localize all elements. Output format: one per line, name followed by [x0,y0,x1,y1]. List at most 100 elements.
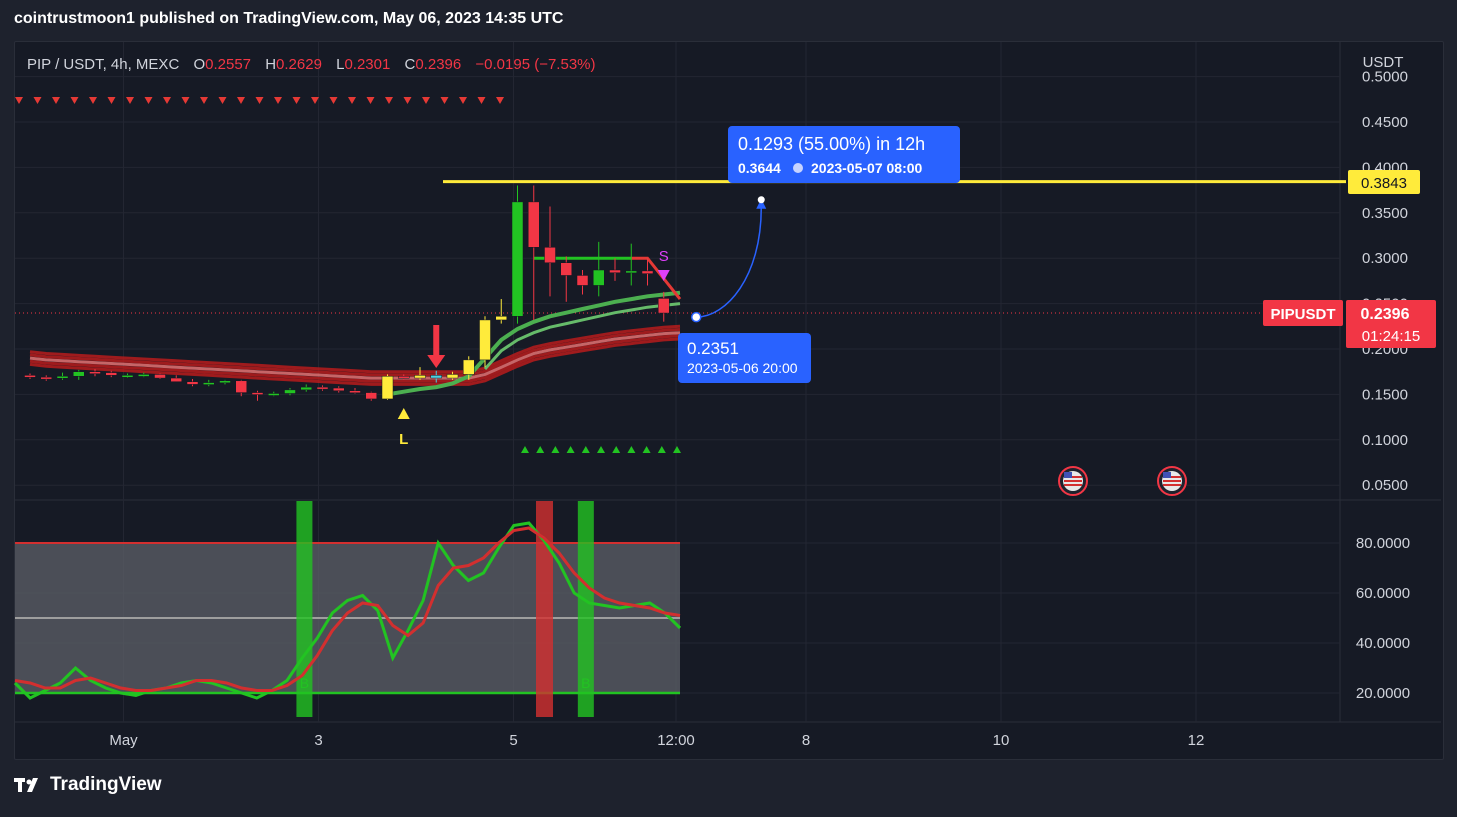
signal-markers: LS [15,97,681,453]
legend-line: PIP / USDT, 4h, MEXC O0.2557 H0.2629 L0.… [27,56,596,73]
down-arrow-head [427,355,446,368]
short-signal-arrow [459,97,467,104]
us-flag-icon[interactable] [1058,466,1088,496]
projection-target-box[interactable]: 0.1293 (55.00%) in 12h 0.3644 2023-05-07… [728,126,960,183]
ribbon-line-green [483,302,681,371]
projection-start-point [691,311,702,323]
candle-body [186,381,199,385]
down-arrow-shaft [433,325,440,357]
candle-body [268,393,280,396]
long-signal-arrow [627,446,636,453]
long-signal-arrow [657,446,666,453]
candle-body [446,374,459,379]
legend-close-value: 0.2396 [415,56,461,73]
short-signal-arrow [385,97,393,104]
time-tick-label: 8 [802,732,810,749]
long-entry-label: L [399,431,408,448]
short-signal-arrow [237,97,245,104]
clock-icon [793,163,803,173]
projection-headline: 0.1293 (55.00%) in 12h [738,134,925,154]
candle-body [251,392,264,395]
candle-body [56,375,69,379]
legend-open-value: 0.2557 [205,56,251,73]
ribbon-line-red [29,328,681,377]
legend-low-label: L [336,56,344,73]
bar-countdown: 01:24:15 [1362,328,1420,345]
candle-body [414,375,426,379]
ribbon-line-red [29,324,681,374]
short-entry-label: S [659,248,669,265]
publisher-line: cointrustmoon1 published on TradingView.… [14,10,564,27]
legend-high-value: 0.2629 [276,56,322,73]
candle-body [576,275,589,286]
short-entry-arrow [657,270,670,281]
candle-body [479,319,491,361]
candle-body [593,269,605,286]
tradingview-logo[interactable]: TradingView [14,774,162,796]
short-signal-arrow [107,97,116,104]
buy-signal-bar [577,501,594,717]
short-signal-arrow [274,97,282,104]
candle-body [349,390,361,394]
candle-body [333,387,345,392]
short-signal-arrow [218,97,227,104]
projection-start-box[interactable]: 0.2351 2023-05-06 20:00 [678,333,811,383]
price-tick-label: 0.0500 [1362,477,1408,494]
oscillator-tick-label: 60.0000 [1356,585,1410,602]
ribbon-line-green [387,290,681,397]
long-signal-arrow [612,446,621,453]
currency-label: USDT [1363,54,1404,71]
ticker-label: PIPUSDT [1270,306,1335,323]
short-signal-arrow [33,97,42,104]
candle-body [625,270,637,274]
us-flag-icon[interactable] [1157,466,1187,496]
projection-end-point [757,196,765,204]
candle-body [89,371,101,374]
candle-body [105,372,117,376]
price-tick-label: 0.5000 [1362,69,1408,86]
last-price-tag[interactable]: PIPUSDT 0.2396 01:24:15 [1263,300,1436,348]
legend-open-label: O [193,56,205,73]
projection-start-price: 0.2351 [687,339,739,358]
long-signal-arrow [551,446,560,453]
short-signal-arrow [255,97,264,104]
candle-body [398,375,410,379]
long-signal-arrow [566,446,575,453]
long-signal-arrow [642,446,651,453]
tradingview-logo-icon [14,778,38,792]
short-signal-arrow [52,97,60,104]
horizontal-line-tag[interactable]: 0.3843 [1348,170,1420,194]
long-entry-arrow [397,408,410,419]
long-signal-arrow [673,446,681,453]
sell-signal-bar [536,501,553,717]
ribbon-line-red [29,334,681,383]
candle-body [154,374,166,379]
long-signal-arrow [581,446,590,453]
legend-change: −0.0195 (−7.53%) [475,56,595,73]
short-signal-arrow [366,97,375,104]
candle-body [121,375,134,378]
short-signal-arrow [422,97,430,104]
time-tick-label: 5 [509,732,517,749]
tradingview-logo-text: TradingView [50,774,162,795]
short-signal-arrow [311,97,319,104]
candle-body [73,371,85,377]
legend-high-label: H [265,56,276,73]
candle-body [284,389,296,394]
candle-body [641,270,654,274]
candle-body [24,375,36,378]
candle-body [463,359,475,375]
candle-body [511,201,524,317]
long-signal-arrow [536,446,545,453]
ribbon-line-red [29,337,681,386]
ribbon-line-red [29,331,681,380]
price-tick-label: 0.4500 [1362,114,1408,131]
short-signal-arrow [329,97,338,104]
oscillator-line [14,526,681,692]
short-signal-arrow [163,97,171,104]
short-signal-arrow [440,97,449,104]
candles [24,185,670,401]
long-signal-arrow [597,446,605,453]
